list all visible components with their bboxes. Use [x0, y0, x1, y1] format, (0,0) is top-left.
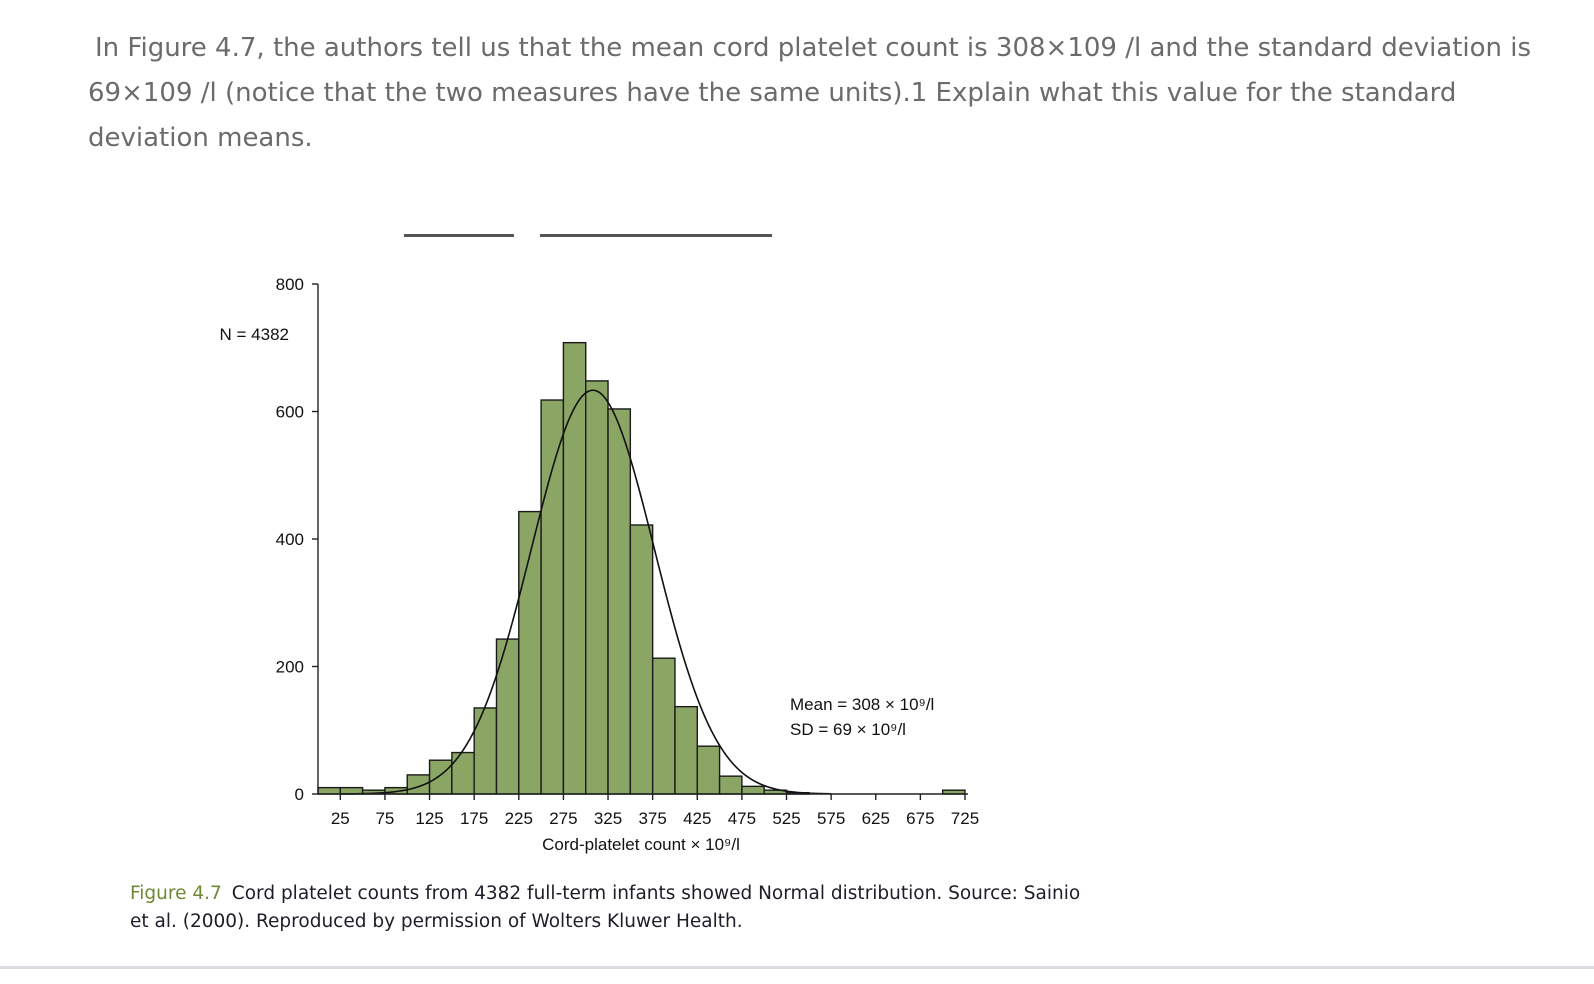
chart-axes: 0 200 400 600 800 25 75 125 175 225 275 325 375 425 47…	[276, 275, 980, 828]
y-tick-label-200: 200	[276, 658, 304, 677]
x-tick-label-325: 325	[594, 809, 622, 828]
histogram-bar-16	[674, 705, 698, 795]
histogram-bar-10	[540, 399, 565, 795]
histogram-bar-15	[651, 657, 676, 795]
x-tick-label-375: 375	[638, 809, 666, 828]
histogram-bar-17	[696, 745, 721, 795]
histogram-bar-0	[317, 786, 342, 795]
x-tick-label-675: 675	[906, 809, 934, 828]
sample-size-annotation: N = 4382	[220, 325, 289, 344]
histogram-bar-19	[741, 785, 765, 795]
histogram-bar-14	[629, 524, 654, 795]
caption-text: Cord platelet counts from 4382 full-term…	[130, 883, 1081, 932]
histogram-bar-6	[451, 751, 475, 795]
x-tick-label-575: 575	[817, 809, 845, 828]
figure-label: Figure 4.7	[130, 883, 222, 904]
histogram-bar-13	[607, 408, 632, 795]
x-tick-label-175: 175	[460, 809, 488, 828]
x-tick-label-725: 725	[951, 809, 979, 828]
histogram-bar-7	[473, 707, 498, 795]
x-tick-label-275: 275	[549, 809, 577, 828]
x-tick-label-425: 425	[683, 809, 711, 828]
histogram-bar-5	[428, 759, 453, 795]
x-tick-label-475: 475	[728, 809, 756, 828]
sd-annotation: SD = 69 × 10⁹/l	[790, 720, 906, 739]
y-tick-label-0: 0	[295, 785, 304, 804]
bottom-divider	[0, 966, 1594, 969]
x-axis-label: Cord-platelet count × 10⁹/l	[542, 835, 740, 854]
y-tick-label-800: 800	[276, 275, 304, 294]
normal-curve	[340, 389, 832, 795]
x-tick-label-525: 525	[772, 809, 800, 828]
x-tick-label-225: 225	[505, 809, 533, 828]
y-tick-label-600: 600	[276, 403, 304, 422]
y-tick-label-400: 400	[276, 530, 304, 549]
question-text: In Figure 4.7, the authors tell us that …	[88, 33, 1532, 153]
mean-annotation: Mean = 308 × 10⁹/l	[790, 695, 934, 714]
histogram-bars	[317, 341, 966, 795]
x-tick-label-25: 25	[331, 809, 350, 828]
x-tick-label-625: 625	[862, 809, 890, 828]
histogram-bar-8	[495, 638, 520, 795]
histogram-bar-11	[562, 341, 587, 795]
figure-caption: Figure 4.7 Cord platelet counts from 4382…	[130, 880, 1090, 936]
histogram-bar-18	[718, 775, 743, 795]
cropped-header-remnant	[404, 234, 772, 237]
histogram-bar-12	[585, 380, 609, 795]
x-tick-label-75: 75	[375, 809, 394, 828]
x-tick-label-125: 125	[415, 809, 443, 828]
